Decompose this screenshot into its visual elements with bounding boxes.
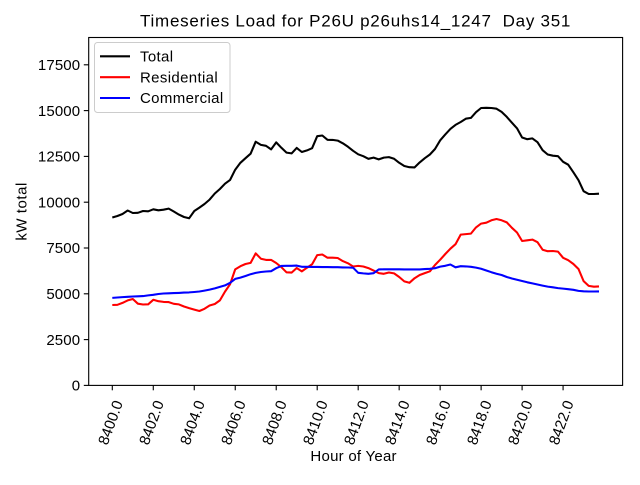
svg-text:10000: 10000 [38, 194, 80, 211]
svg-text:kW total: kW total [14, 182, 31, 241]
svg-text:Commercial: Commercial [140, 90, 224, 107]
svg-text:17500: 17500 [38, 57, 80, 74]
svg-text:Hour of Year: Hour of Year [310, 448, 396, 465]
svg-text:2500: 2500 [46, 332, 80, 349]
svg-text:0: 0 [72, 378, 81, 395]
svg-text:5000: 5000 [46, 286, 80, 303]
svg-text:12500: 12500 [38, 149, 80, 166]
svg-text:Total: Total [140, 49, 173, 66]
svg-text:Timeseries Load for P26U p26uh: Timeseries Load for P26U p26uhs14_1247 D… [140, 12, 571, 31]
svg-text:15000: 15000 [38, 103, 80, 120]
svg-text:7500: 7500 [46, 240, 80, 257]
svg-text:Residential: Residential [140, 69, 218, 86]
